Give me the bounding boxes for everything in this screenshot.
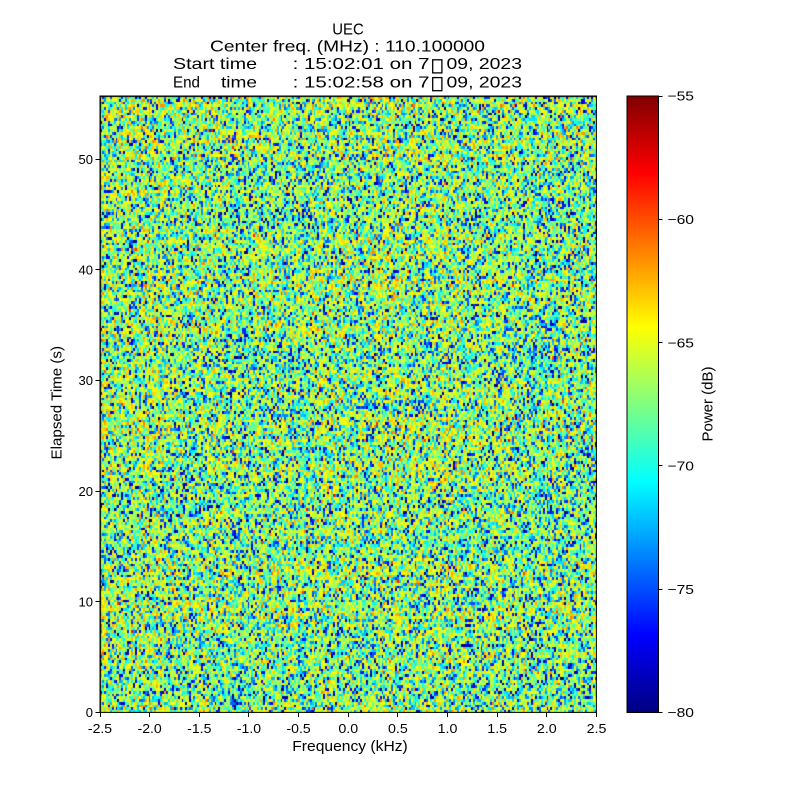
svg-text:0.0: 0.0	[338, 721, 358, 736]
svg-text:−60: −60	[668, 212, 695, 227]
svg-text:−80: −80	[668, 705, 695, 720]
svg-text:1.0: 1.0	[438, 721, 458, 736]
svg-text:09, 2023: 09, 2023	[447, 56, 523, 73]
svg-text:30: 30	[79, 373, 93, 388]
svg-text:−75: −75	[668, 582, 695, 597]
svg-text:: 15:02:01 on 7: : 15:02:01 on 7	[293, 56, 430, 73]
svg-text:-2.0: -2.0	[138, 721, 162, 736]
svg-text:10: 10	[79, 595, 93, 610]
svg-text:Center freq. (MHz) : 110.10000: Center freq. (MHz) : 110.100000	[210, 39, 485, 56]
svg-text:Elapsed Time (s): Elapsed Time (s)	[50, 346, 66, 460]
svg-text:-1.0: -1.0	[237, 721, 261, 736]
svg-text:-2.5: -2.5	[88, 721, 112, 736]
svg-text:Frequency (kHz): Frequency (kHz)	[292, 739, 408, 755]
svg-text:0.5: 0.5	[388, 721, 408, 736]
svg-text:1.5: 1.5	[487, 721, 507, 736]
svg-text:-0.5: -0.5	[287, 721, 311, 736]
svg-text:time: time	[221, 75, 257, 92]
svg-text:20: 20	[79, 484, 93, 499]
svg-text:Power (dB): Power (dB)	[701, 367, 717, 442]
svg-text:-1.5: -1.5	[187, 721, 211, 736]
svg-text:Start time: Start time	[173, 56, 257, 73]
svg-text:UEC: UEC	[332, 22, 364, 39]
svg-text:2.5: 2.5	[587, 721, 607, 736]
svg-text:50: 50	[79, 152, 93, 167]
svg-text:0: 0	[86, 705, 93, 720]
svg-text:09, 2023: 09, 2023	[447, 75, 523, 92]
svg-text:40: 40	[79, 262, 93, 277]
svg-text:−65: −65	[668, 335, 695, 350]
svg-text:2.0: 2.0	[537, 721, 557, 736]
svg-text:: 15:02:58 on 7: : 15:02:58 on 7	[293, 75, 430, 92]
svg-text:−70: −70	[668, 459, 695, 474]
svg-text:End: End	[173, 75, 200, 92]
svg-text:−55: −55	[668, 89, 695, 104]
